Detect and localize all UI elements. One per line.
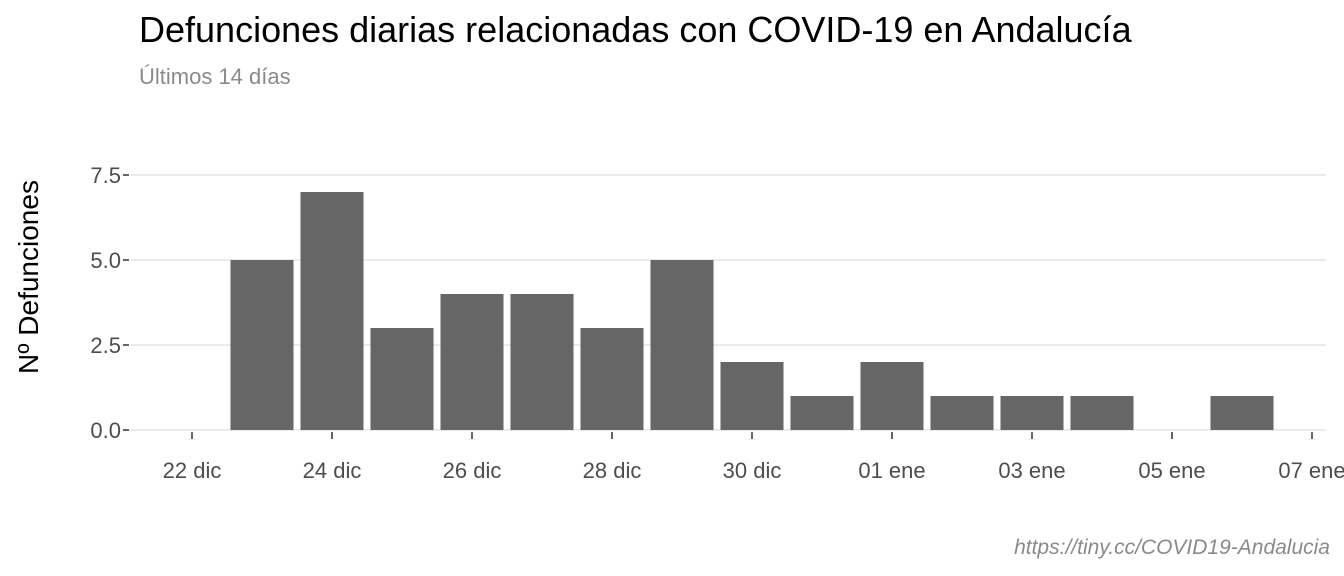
chart-caption: https://tiny.cc/COVID19-Andalucia [1014, 536, 1330, 559]
y-axis: 0.0 2.5 5.0 7.5 [90, 163, 129, 443]
x-tick-label: 07 ene [1278, 458, 1344, 483]
bar [1210, 396, 1274, 430]
x-axis: 22 dic 24 dic 26 dic 28 dic 30 dic 01 ene 03 e… [163, 432, 1344, 483]
x-tick-label: 30 dic [723, 458, 782, 483]
x-tick-label: 01 ene [858, 458, 925, 483]
y-tick-label: 7.5 [90, 163, 121, 188]
bars [230, 192, 1274, 430]
bar [1070, 396, 1134, 430]
x-tick-label: 26 dic [443, 458, 502, 483]
bar [510, 294, 574, 430]
y-tick-label: 0.0 [90, 418, 121, 443]
y-axis-title: Nº Defunciones [13, 180, 44, 374]
bar [440, 294, 504, 430]
bar [860, 362, 924, 430]
bar [1000, 396, 1064, 430]
x-tick-label: 05 ene [1138, 458, 1205, 483]
bar [370, 328, 434, 430]
x-tick-label: 03 ene [998, 458, 1065, 483]
bar [300, 192, 364, 430]
x-tick-label: 24 dic [303, 458, 362, 483]
bar [720, 362, 784, 430]
x-tick-label: 22 dic [163, 458, 222, 483]
chart-subtitle: Últimos 14 días [139, 64, 291, 89]
bar [650, 260, 714, 430]
bar [790, 396, 854, 430]
bar [230, 260, 294, 430]
x-tick-label: 28 dic [583, 458, 642, 483]
y-tick-label: 2.5 [90, 333, 121, 358]
bar [580, 328, 644, 430]
y-tick-label: 5.0 [90, 248, 121, 273]
chart-title: Defunciones diarias relacionadas con COV… [139, 9, 1132, 50]
bar [930, 396, 994, 430]
